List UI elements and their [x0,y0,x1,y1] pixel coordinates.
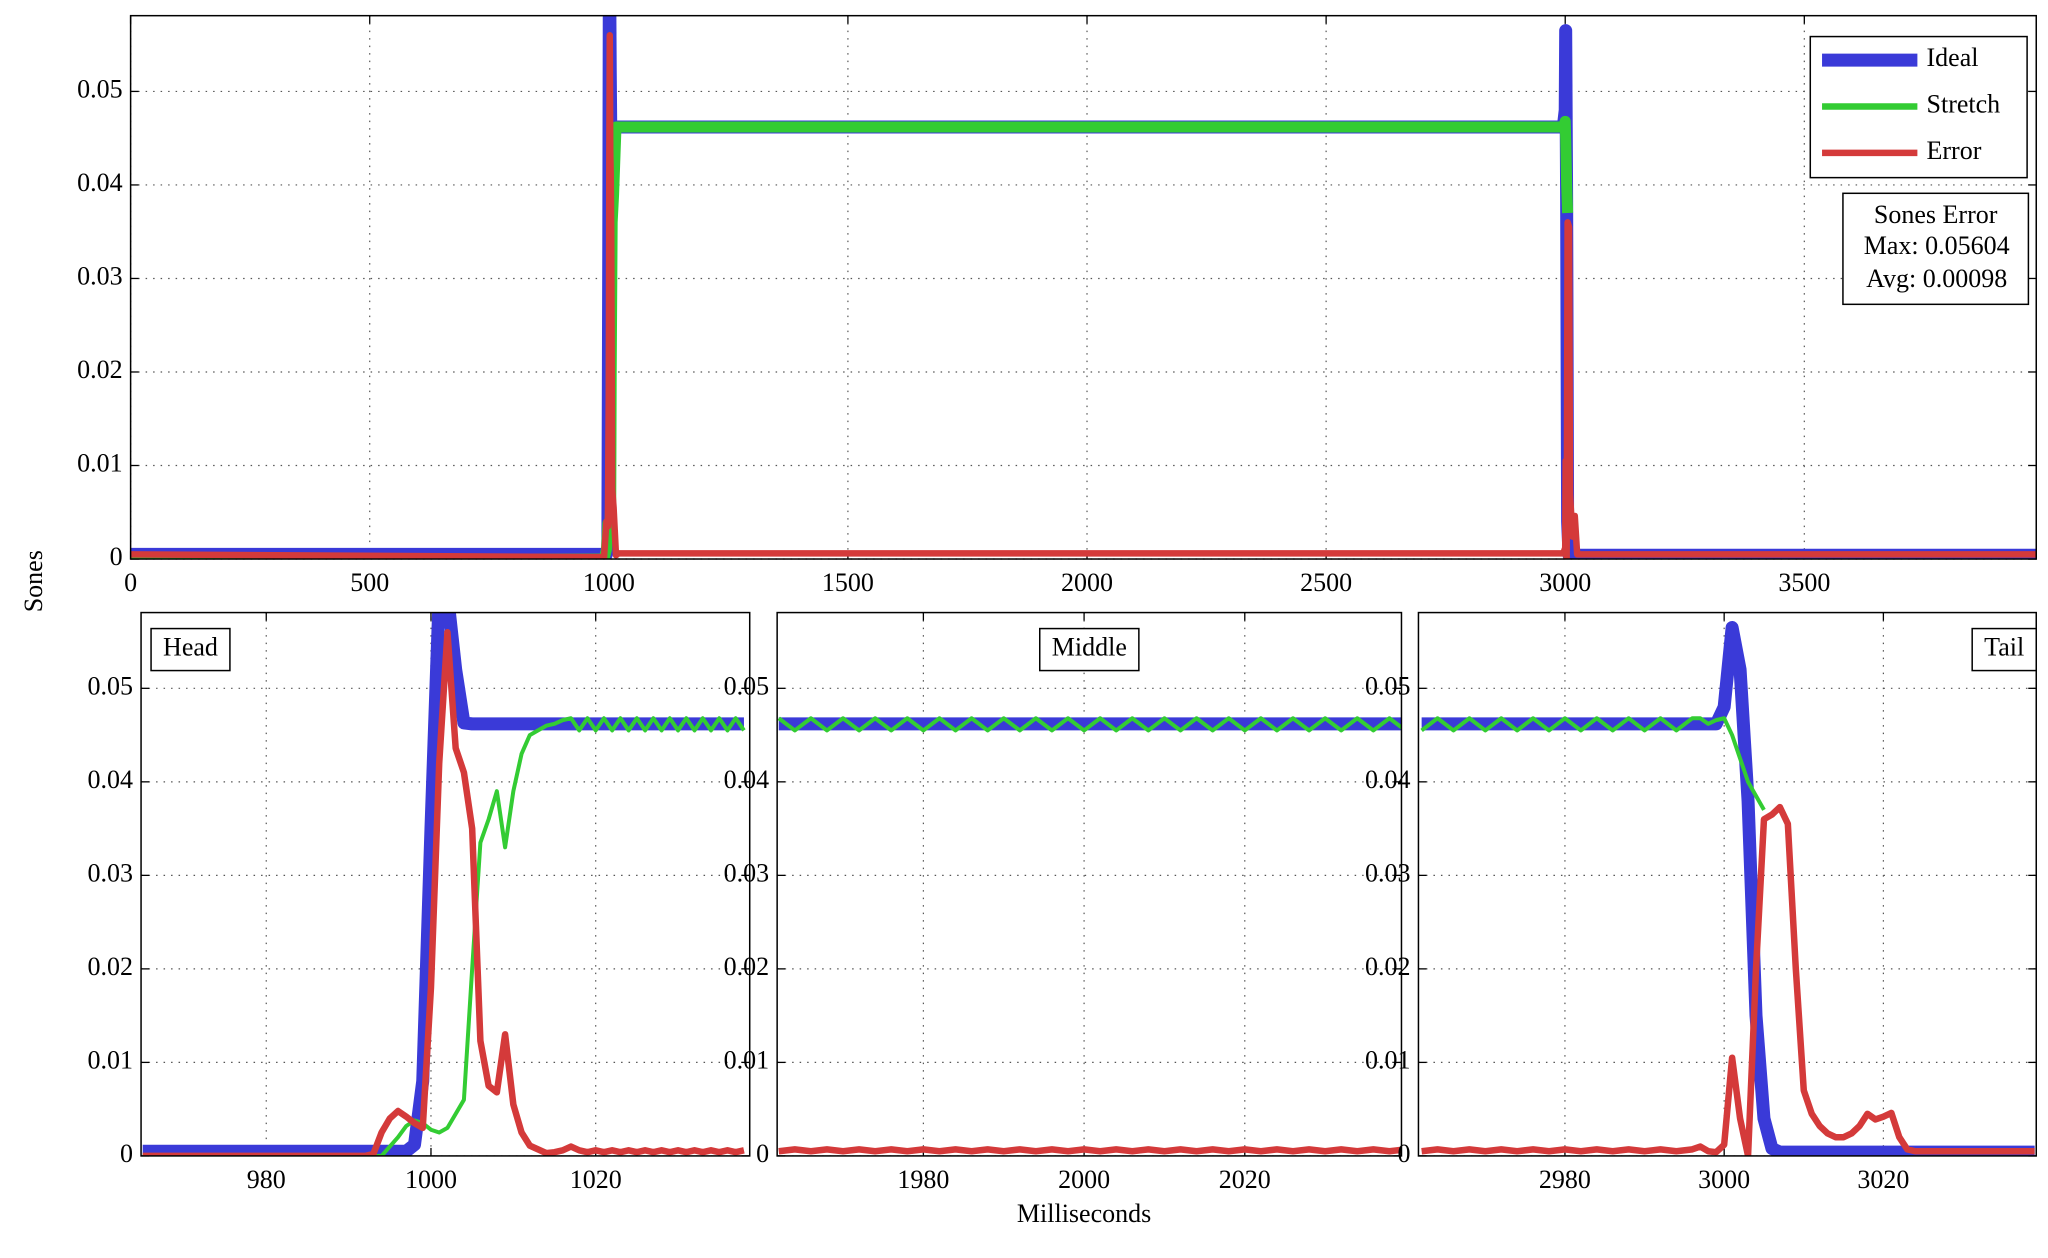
data-line [142,628,745,1156]
data-line [142,612,744,1156]
x-tick-label: 2500 [1300,568,1352,597]
y-tick-label: 0 [120,1139,133,1168]
axes-frame [1417,611,2037,1157]
data-line [778,1146,1402,1155]
annotation-box [1842,192,2030,306]
data-line [1421,803,2035,1156]
legend-label: Ideal [1927,43,1979,72]
x-tick-label: 1980 [897,1165,949,1194]
data-line [777,716,1402,733]
panel-title-box [150,627,231,672]
x-tick-label: 3000 [1539,568,1591,597]
legend-label: Stretch [1927,89,2001,118]
panel: 0 0.01 0.02 0.03 0.04 0.05 2980 3000 3020 Tail [1365,611,2037,1194]
y-tick-label: 0.03 [1365,858,1411,887]
y-tick-label: 0 [110,542,123,571]
y-tick-label: 0.05 [88,671,134,700]
x-tick-label: 500 [350,568,389,597]
axes-frame [776,611,1403,1157]
plot-area [130,15,2037,560]
panel-title-box [1971,627,2037,672]
x-tick-label: 980 [247,1165,286,1194]
legend-label: Error [1927,136,1982,165]
data-line [142,716,746,1156]
y-axis-label: Sones [19,550,48,612]
panel: 0 0.01 0.02 0.03 0.04 0.05 980 1000 1020 Head [88,611,751,1194]
y-tick-label: 0 [756,1139,769,1168]
x-tick-label: 2000 [1061,568,1113,597]
x-tick-label: 2980 [1539,1165,1591,1194]
annotation-line: Max: 0.05604 [1864,231,2010,260]
y-tick-label: 0.04 [77,168,123,197]
annotation-title: Sones Error [1874,200,1998,229]
y-tick-label: 0.05 [1365,671,1411,700]
x-tick-label: 3500 [1778,568,1830,597]
annotation-line: Avg: 0.00098 [1866,264,2007,293]
y-tick-label: 0.03 [724,858,770,887]
plot-area [1420,621,2035,1156]
panel-title: Tail [1984,633,2024,662]
y-tick-label: 0.02 [77,355,123,384]
panel: 0 0.01 0.02 0.03 0.04 0.05 0 500 1000 1500 2000 250… [77,14,2037,597]
x-tick-label: 1000 [405,1165,457,1194]
x-tick-label: 1500 [822,568,874,597]
y-tick-label: 0.04 [88,765,134,794]
x-tick-label: 2020 [1219,1165,1271,1194]
x-tick-label: 1000 [583,568,635,597]
x-tick-label: 0 [124,568,137,597]
y-tick-label: 0.03 [88,858,134,887]
x-tick-label: 3020 [1857,1165,1909,1194]
plot-area [142,612,746,1156]
y-tick-label: 0.01 [88,1045,134,1074]
plot-area [777,716,1402,1155]
x-axis-label: Milliseconds [1017,1199,1151,1228]
x-tick-label: 1020 [570,1165,622,1194]
y-tick-label: 0.03 [77,261,123,290]
y-tick-label: 0.04 [724,765,770,794]
data-line [130,32,2037,560]
axes-frame [140,611,751,1157]
y-tick-label: 0.02 [724,952,770,981]
y-tick-label: 0.01 [77,448,123,477]
y-tick-label: 0 [1397,1139,1410,1168]
y-tick-label: 0.01 [1365,1045,1411,1074]
y-tick-label: 0.02 [1365,952,1411,981]
panel-title: Head [163,633,218,662]
panel: 0 0.01 0.02 0.03 0.04 0.05 1980 2000 2020 Middle [724,611,1403,1194]
y-tick-label: 0.05 [77,74,123,103]
panel-title-box [1039,627,1140,672]
data-line [1421,621,2035,1156]
x-tick-label: 2000 [1058,1165,1110,1194]
panel-title: Middle [1052,633,1127,662]
y-tick-label: 0.01 [724,1045,770,1074]
y-tick-label: 0.05 [724,671,770,700]
y-tick-label: 0.02 [88,952,134,981]
data-line [1420,716,1766,811]
y-tick-label: 0.04 [1365,765,1411,794]
axes-frame [129,14,2037,560]
x-tick-label: 3000 [1698,1165,1750,1194]
